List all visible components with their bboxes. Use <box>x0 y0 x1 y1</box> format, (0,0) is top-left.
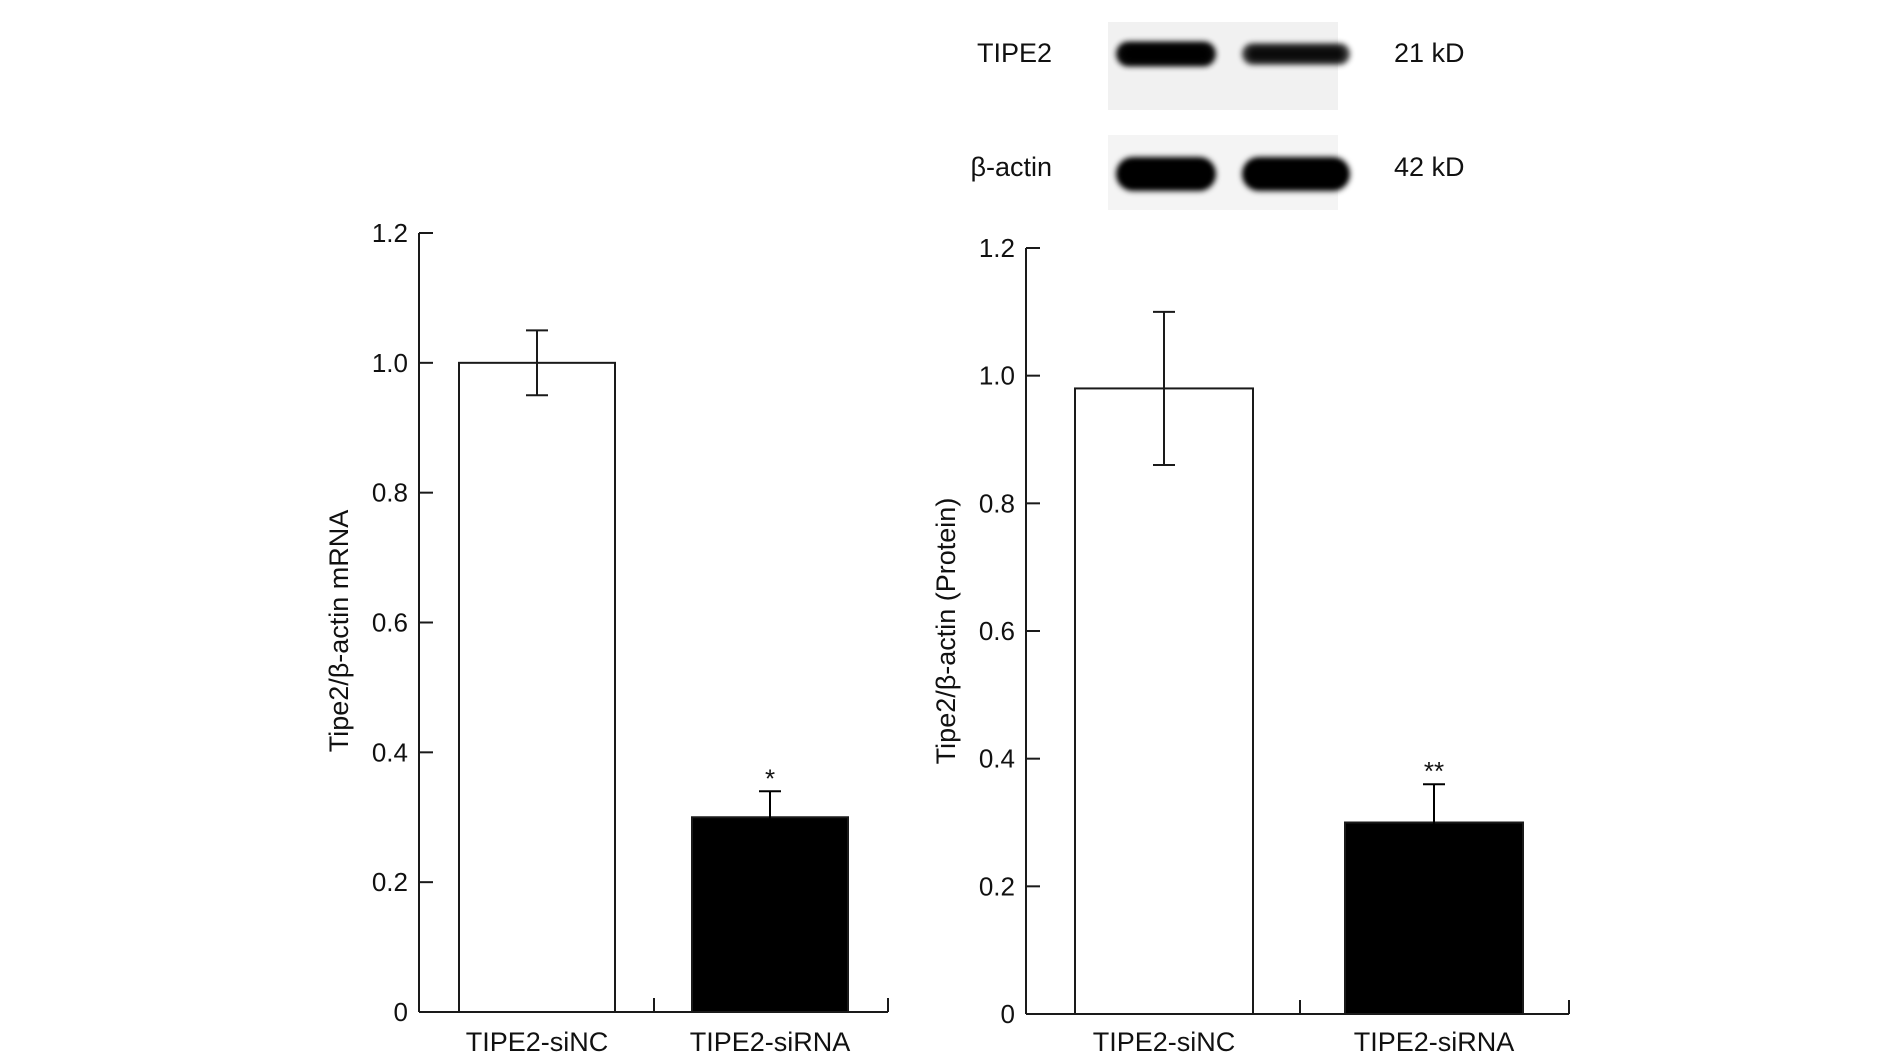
blot-band-actin-sinc <box>1116 157 1216 191</box>
band-core <box>1122 45 1210 63</box>
y-tick-label: 0.8 <box>979 488 1015 518</box>
bar-rect <box>1074 387 1254 1015</box>
blot-row-size-actin: 42 kD <box>1394 152 1465 182</box>
western-blot: TIPE2 21 kD β-actin 42 kD <box>970 22 1465 210</box>
blot-row-label-actin: β-actin <box>970 152 1052 182</box>
y-tick-label: 0.6 <box>979 616 1015 646</box>
y-tick-label: 0.2 <box>372 867 408 897</box>
y-tick-label: 0.6 <box>372 608 408 638</box>
bar-tipe2-sirna <box>691 790 849 1013</box>
blot-row-size-tipe2: 21 kD <box>1394 38 1465 68</box>
y-tick-label: 0.4 <box>979 744 1015 774</box>
bar-tipe2-sirna <box>1344 783 1524 1015</box>
blot-band-tipe2-sinc <box>1116 41 1216 67</box>
chart-mrna: Tipe2/β-actin mRNA 0 0.2 0.4 0.6 0.8 1.0 1.2 T… <box>324 218 889 1057</box>
category-label-tipe2-sirna: TIPE2-siRNA <box>1354 1027 1515 1057</box>
bar-rect <box>458 361 616 1014</box>
y-tick-label: 0 <box>394 997 408 1027</box>
y-tick-label: 0.2 <box>979 871 1015 901</box>
y-axis: 0 0.2 0.4 0.6 0.8 1.0 1.2 <box>979 233 1040 1029</box>
bar-tipe2-sinc <box>1074 310 1254 1015</box>
y-tick-label: 1.0 <box>979 361 1015 391</box>
chart-protein: Tipe2/β-actin (Protein) 0 0.2 0.4 0.6 0.8 1.0… <box>931 233 1570 1057</box>
blot-row-label-tipe2: TIPE2 <box>977 38 1052 68</box>
significance-marker-sirna: ** <box>1424 756 1444 786</box>
y-axis-title: Tipe2/β-actin (Protein) <box>931 498 961 765</box>
y-tick-label: 1.0 <box>372 348 408 378</box>
y-axis: 0 0.2 0.4 0.6 0.8 1.0 1.2 <box>372 218 433 1027</box>
bar-tipe2-sinc <box>458 329 616 1014</box>
blot-band-tipe2-sirna <box>1242 43 1350 65</box>
category-label-tipe2-sinc: TIPE2-siNC <box>466 1027 609 1057</box>
bar-rect <box>691 816 849 1013</box>
y-axis-title: Tipe2/β-actin mRNA <box>324 510 354 753</box>
band-core <box>1122 163 1210 185</box>
band-core <box>1248 47 1344 61</box>
y-tick-label: 1.2 <box>372 218 408 248</box>
blot-band-actin-sirna <box>1242 157 1350 191</box>
y-tick-label: 0.8 <box>372 478 408 508</box>
y-tick-label: 0.4 <box>372 737 408 767</box>
band-core <box>1248 163 1344 185</box>
y-tick-label: 1.2 <box>979 233 1015 263</box>
category-label-tipe2-sirna: TIPE2-siRNA <box>690 1027 851 1057</box>
category-label-tipe2-sinc: TIPE2-siNC <box>1093 1027 1236 1057</box>
y-tick-label: 0 <box>1001 999 1015 1029</box>
significance-marker-sirna: * <box>765 763 775 793</box>
